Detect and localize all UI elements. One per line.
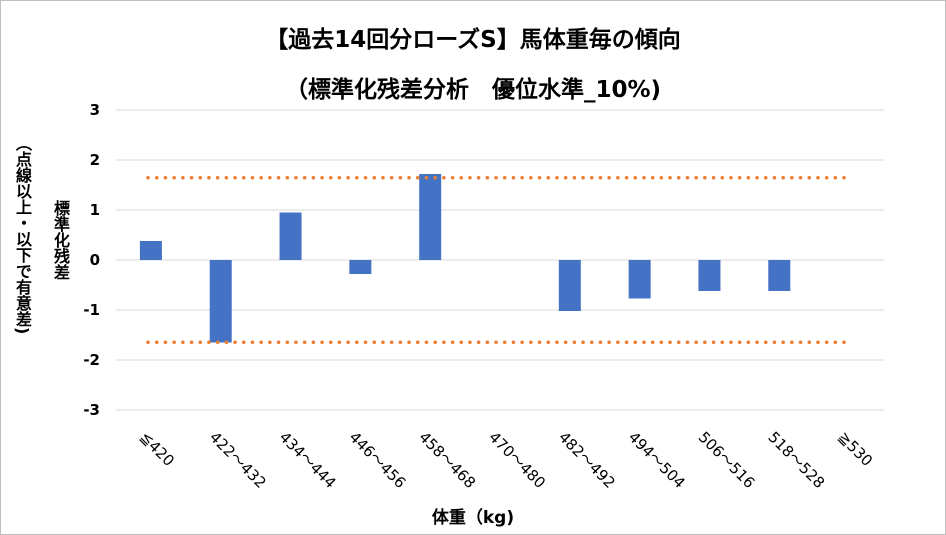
y-tick-label: -1: [83, 301, 100, 319]
bar: [419, 174, 442, 260]
chart-subtitle: （標準化残差分析 優位水準_10%): [284, 77, 662, 103]
x-tick-label: 458～468: [415, 428, 479, 492]
chart-title: 【過去14回分ローズS】馬体重毎の傾向: [265, 27, 681, 53]
x-tick-label: 470～480: [485, 428, 549, 492]
bar: [349, 260, 372, 274]
y-tick-label: 0: [90, 251, 100, 269]
x-tick-label: ≦420: [136, 428, 178, 470]
x-tick-label: 506～516: [695, 428, 759, 492]
bar: [139, 241, 162, 260]
x-tick-label: 422～432: [206, 428, 270, 492]
bar: [279, 212, 302, 260]
y-tick-label: -2: [83, 351, 100, 369]
y-tick-label: 1: [90, 201, 100, 219]
x-tick-label: ≧530: [834, 428, 876, 470]
bar: [558, 260, 581, 311]
x-tick-label: 518～528: [764, 428, 828, 492]
y-tick-label: 3: [90, 101, 100, 119]
x-axis-label: 体重（kg): [431, 508, 515, 528]
y-axis-note: （点線以上・以下で有意差): [13, 135, 32, 335]
y-tick-label: -3: [83, 401, 100, 419]
bar: [768, 260, 791, 291]
x-tick-label: 494～504: [625, 428, 689, 492]
x-tick-label: 446～456: [346, 428, 410, 492]
bar: [209, 260, 232, 343]
bar: [698, 260, 721, 291]
y-axis-label: 標準化残差: [51, 200, 70, 280]
x-tick-label: 482～492: [555, 428, 619, 492]
bar: [628, 260, 651, 299]
y-tick-label: 2: [90, 151, 100, 169]
x-tick-label: 434～444: [276, 428, 340, 492]
